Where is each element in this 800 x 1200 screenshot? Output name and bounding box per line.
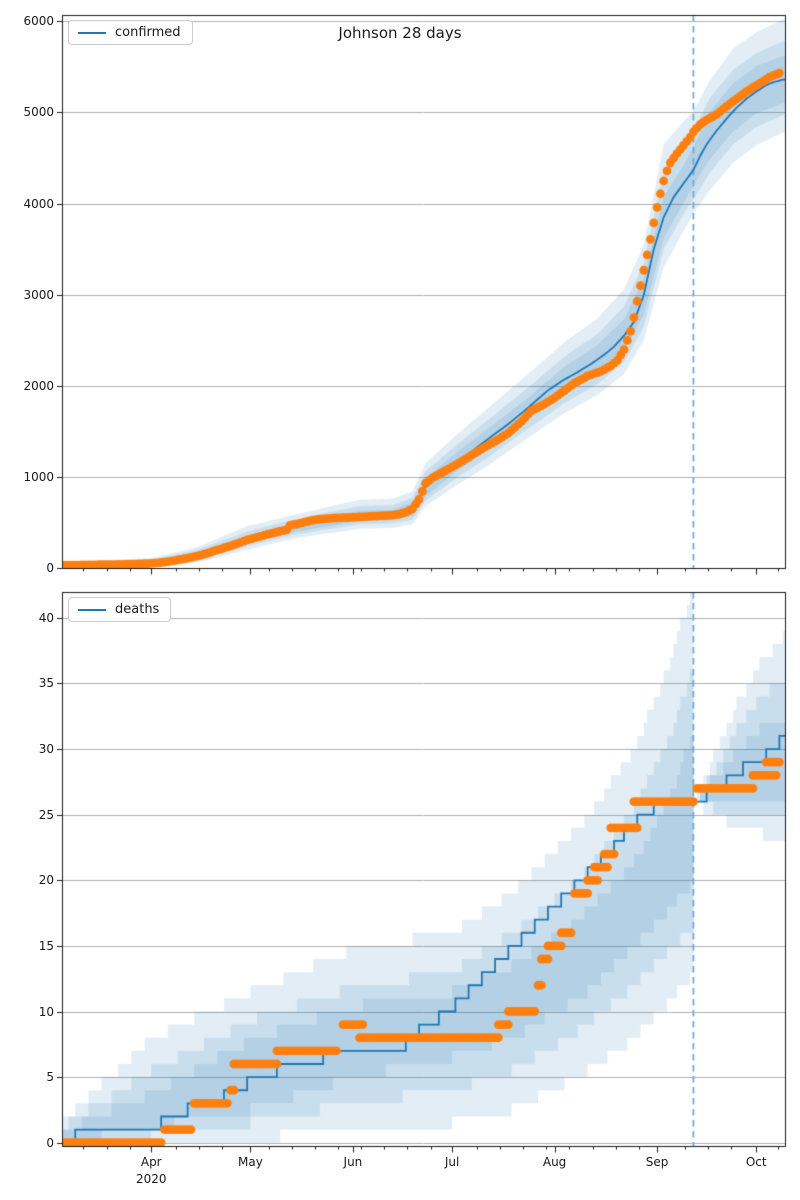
chart-canvas xyxy=(0,0,800,1200)
figure-johnson-forecast: Johnson 28 days confirmed deaths 0 1000 20… xyxy=(0,0,800,1200)
